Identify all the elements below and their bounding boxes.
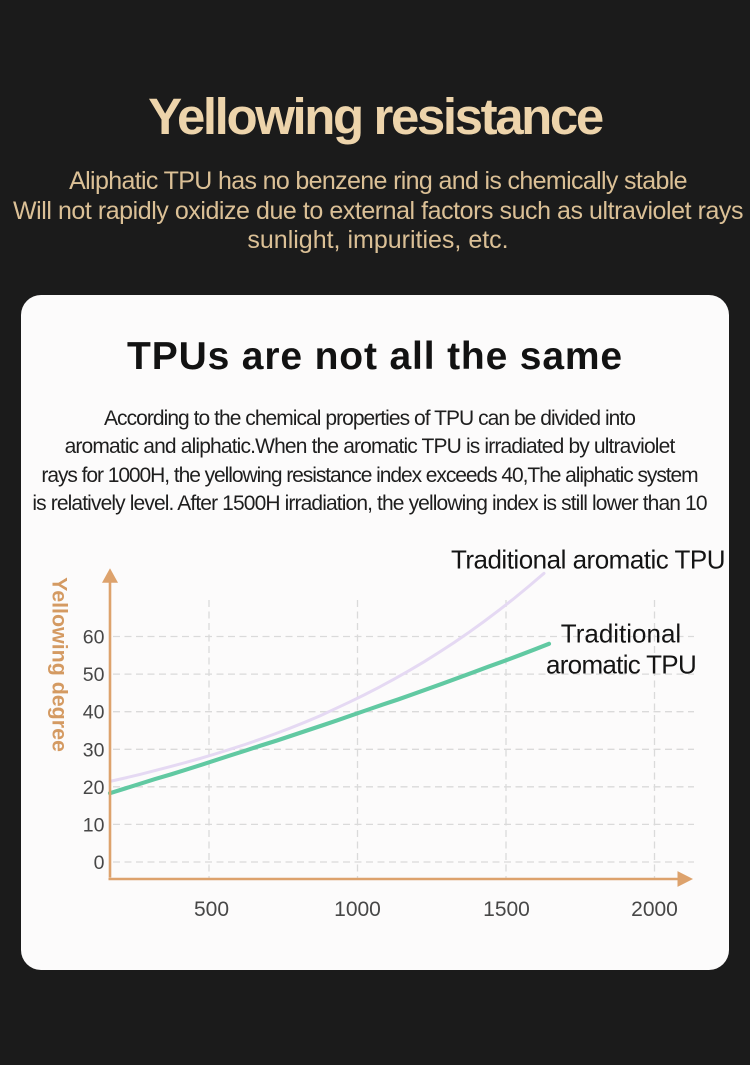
svg-text:50: 50 [83, 664, 105, 686]
svg-text:1500: 1500 [483, 898, 530, 921]
svg-text:0: 0 [94, 852, 105, 874]
svg-text:aromatic TPU: aromatic TPU [546, 650, 696, 680]
svg-text:60: 60 [83, 627, 105, 649]
svg-text:500: 500 [194, 898, 229, 921]
svg-text:Yellowing degree: Yellowing degree [48, 577, 72, 752]
svg-text:2000: 2000 [631, 898, 678, 921]
svg-text:Traditional aromatic TPU: Traditional aromatic TPU [451, 544, 725, 574]
svg-text:40: 40 [83, 702, 105, 724]
svg-text:30: 30 [83, 739, 105, 761]
svg-text:20: 20 [83, 777, 105, 799]
svg-text:10: 10 [83, 814, 105, 836]
svg-text:1000: 1000 [334, 898, 381, 921]
svg-text:Traditional: Traditional [561, 619, 681, 649]
